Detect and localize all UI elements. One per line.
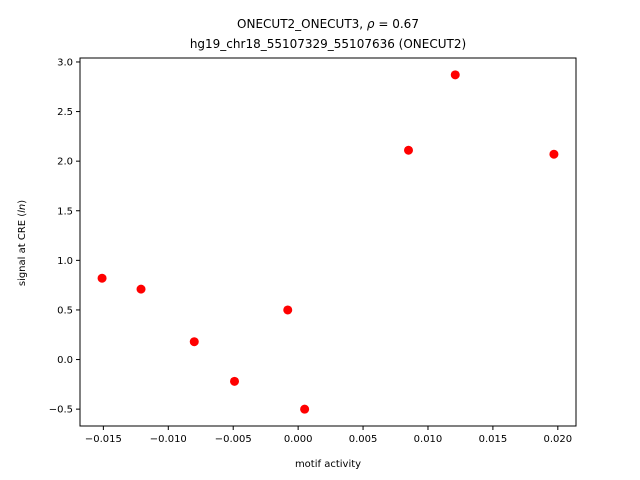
x-axis-label: motif activity (295, 459, 361, 470)
y-tick-label: 3.0 (57, 57, 73, 68)
x-tick-label: −0.005 (215, 434, 252, 445)
data-point-4 (230, 376, 240, 386)
data-points (97, 70, 559, 414)
x-tick-label: −0.010 (150, 434, 187, 445)
y-tick-label: 0.0 (57, 355, 73, 366)
x-tick-label: 0.000 (284, 434, 313, 445)
y-axis-label: signal at CRE (ln) (17, 200, 28, 286)
data-point-7 (404, 145, 413, 155)
chart-title-line2: hg19_chr18_55107329_55107636 (ONECUT2) (190, 37, 466, 51)
data-point-1 (97, 273, 107, 283)
y-tick-label: 2.0 (57, 157, 73, 168)
data-point-8 (450, 70, 460, 80)
y-tick-label: 1.0 (57, 256, 73, 267)
y-tick-label: 2.5 (57, 107, 73, 118)
y-axis: −0.5 0.0 0.5 1.0 1.5 2.0 2.5 3.0 (49, 57, 80, 416)
data-point-5 (283, 305, 293, 315)
chart-title: ONECUT2_ONECUT3, ρ = 0.67 hg19_chr18_551… (190, 17, 466, 51)
x-tick-label: 0.015 (479, 434, 508, 445)
x-tick-label: −0.015 (85, 434, 122, 445)
y-tick-label: 1.5 (57, 206, 73, 217)
data-point-6 (300, 404, 310, 414)
chart-title-line1: ONECUT2_ONECUT3, ρ = 0.67 (237, 17, 419, 31)
y-tick-label: 0.5 (57, 305, 73, 316)
plot-frame (79, 57, 577, 427)
data-point-9 (549, 149, 559, 159)
data-point-3 (189, 337, 199, 347)
x-tick-label: 0.020 (544, 434, 573, 445)
x-tick-label: 0.010 (414, 434, 443, 445)
x-axis: −0.015 −0.010 −0.005 0.000 0.005 0.010 0.015 0.… (85, 426, 572, 445)
y-tick-label: −0.5 (49, 405, 73, 416)
data-point-2 (136, 284, 146, 294)
x-tick-label: 0.005 (349, 434, 378, 445)
